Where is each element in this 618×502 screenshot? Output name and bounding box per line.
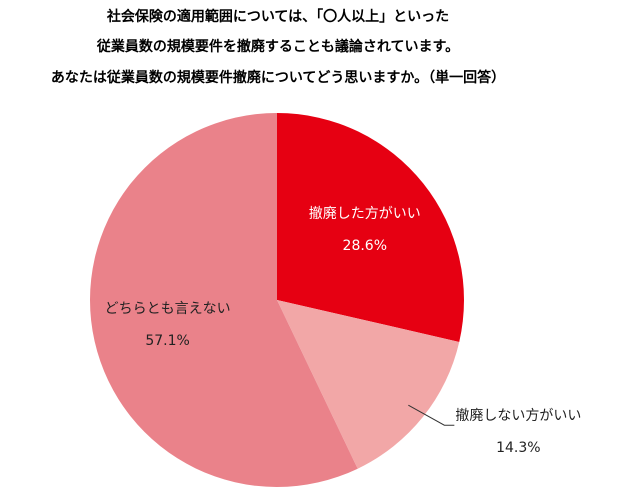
- pie-slice: [277, 300, 460, 469]
- chart-title: あなたは従業員数の規模要件撤廃についてどう思いますか。（単一回答）: [51, 69, 505, 86]
- value-label: 57.1%: [145, 333, 189, 349]
- slice-label: 撤廃しない方がいい: [455, 407, 581, 424]
- chart-title: 従業員数の規模要件を撤廃することも議論されています。: [96, 38, 459, 55]
- chart-title: 社会保険の適用範囲については、「〇人以上」といった: [106, 8, 449, 25]
- leader-line: [408, 404, 455, 426]
- pie-slice: [277, 113, 465, 342]
- value-label: 14.3%: [496, 440, 540, 456]
- slice-label: 撤廃した方がいい: [309, 205, 421, 222]
- value-label: 28.6%: [343, 238, 387, 254]
- pie-slice: [90, 113, 358, 487]
- slice-label: どちらとも言えない: [105, 301, 231, 317]
